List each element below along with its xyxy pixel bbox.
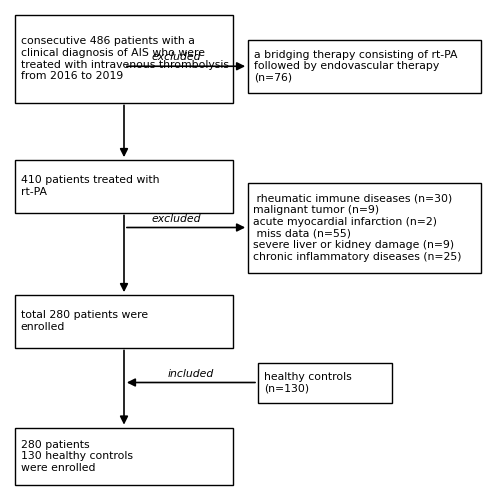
Text: excluded: excluded	[151, 52, 201, 62]
Text: 410 patients treated with
rt-PA: 410 patients treated with rt-PA	[21, 176, 159, 197]
Text: a bridging therapy consisting of rt-PA
followed by endovascular therapy
(n=76): a bridging therapy consisting of rt-PA f…	[254, 50, 457, 83]
Text: healthy controls
(n=130): healthy controls (n=130)	[264, 372, 352, 394]
FancyBboxPatch shape	[15, 15, 233, 102]
FancyBboxPatch shape	[15, 160, 233, 212]
FancyBboxPatch shape	[248, 182, 481, 272]
Text: consecutive 486 patients with a
clinical diagnosis of AIS who were
treated with : consecutive 486 patients with a clinical…	[21, 36, 229, 81]
Text: excluded: excluded	[151, 214, 201, 224]
FancyBboxPatch shape	[258, 362, 392, 403]
Text: rheumatic immune diseases (n=30)
malignant tumor (n=9)
acute myocardial infarcti: rheumatic immune diseases (n=30) maligna…	[253, 194, 461, 262]
FancyBboxPatch shape	[15, 428, 233, 485]
Text: 280 patients
130 healthy controls
were enrolled: 280 patients 130 healthy controls were e…	[21, 440, 133, 473]
FancyBboxPatch shape	[15, 295, 233, 348]
FancyBboxPatch shape	[248, 40, 481, 92]
Text: included: included	[168, 369, 214, 379]
Text: total 280 patients were
enrolled: total 280 patients were enrolled	[21, 310, 148, 332]
